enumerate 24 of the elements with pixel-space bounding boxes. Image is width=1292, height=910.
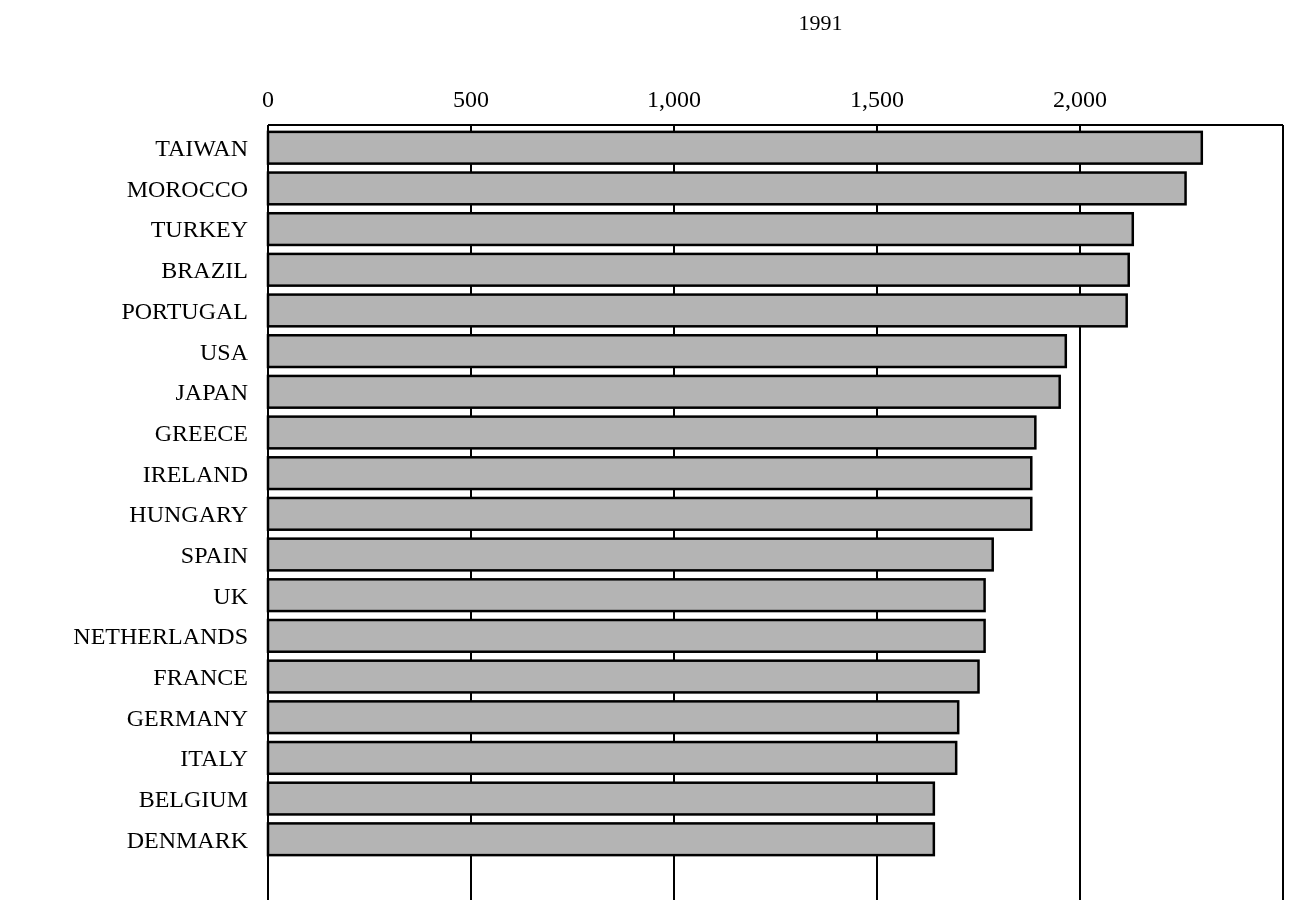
y-tick-label: GREECE [154, 419, 248, 446]
y-tick-label: BELGIUM [138, 785, 248, 812]
y-tick-label: IRELAND [142, 460, 248, 487]
y-tick-label: BRAZIL [161, 257, 248, 284]
y-tick-label: TURKEY [150, 216, 248, 243]
y-tick-label: USA [199, 338, 249, 365]
y-tick-label: GERMANY [126, 704, 248, 731]
x-tick-label: 1,000 [647, 86, 701, 112]
y-tick-label: DENMARK [126, 826, 249, 853]
y-tick-label: SPAIN [180, 541, 248, 568]
y-tick-label: ITALY [180, 745, 248, 772]
x-tick-label: 500 [453, 86, 489, 112]
y-tick-label: TAIWAN [155, 135, 248, 162]
x-tick-label: 0 [262, 86, 274, 112]
y-tick-label: UK [213, 582, 249, 609]
y-tick-label: NETHERLANDS [73, 623, 248, 650]
x-tick-label: 1,500 [850, 86, 904, 112]
x-tick-label: 2,000 [1053, 86, 1107, 112]
chart-title: 1991 [798, 10, 843, 35]
y-tick-label: HUNGARY [129, 501, 248, 528]
y-tick-label: MOROCCO [126, 175, 248, 202]
y-tick-label: FRANCE [153, 663, 248, 690]
y-tick-label: PORTUGAL [121, 297, 248, 324]
y-tick-label: JAPAN [175, 379, 248, 406]
